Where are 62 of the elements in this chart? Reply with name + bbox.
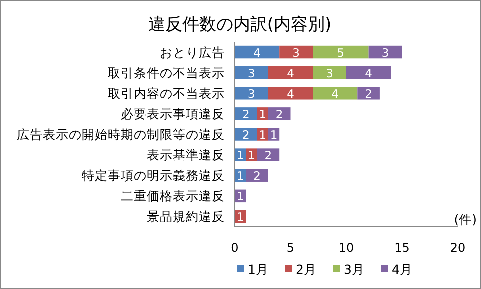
y-tick-label: 表示基準違反 — [147, 148, 225, 163]
data-label: 3 — [248, 66, 256, 80]
data-label: 3 — [382, 46, 390, 60]
chart-title: 違反件数の内訳(内容別) — [148, 15, 332, 35]
x-tick-label: 0 — [231, 241, 239, 255]
bar — [346, 66, 392, 80]
data-label: 1 — [259, 128, 267, 142]
x-tick-label: 20 — [450, 241, 466, 255]
y-tick-label: 必要表示事項違反 — [121, 106, 225, 122]
data-label: 2 — [242, 107, 250, 122]
bar — [235, 128, 258, 141]
data-label: 1 — [236, 210, 244, 224]
data-label: 4 — [287, 86, 294, 101]
data-label: 4 — [365, 66, 372, 80]
y-tick-label: 二重価格表示違反 — [121, 188, 225, 204]
legend-label: 4月 — [392, 262, 413, 277]
y-tick-label: 取引条件の不当表示 — [108, 65, 225, 80]
legend-label: 1月 — [248, 262, 269, 277]
bar — [313, 66, 346, 80]
data-label: 2 — [276, 107, 284, 122]
bar — [313, 87, 358, 100]
bar — [313, 46, 369, 59]
data-label: 1 — [259, 107, 267, 122]
bar — [235, 108, 258, 120]
legend-label: 3月 — [344, 262, 365, 277]
bar — [358, 87, 380, 100]
y-tick-label: 取引内容の不当表示 — [108, 86, 225, 101]
x-tick-label: 15 — [394, 241, 410, 255]
data-label: 3 — [326, 66, 334, 80]
data-label: 2 — [365, 86, 372, 101]
data-label: 1 — [270, 128, 278, 142]
y-tick-label: 景品規約違反 — [147, 209, 225, 224]
bar — [235, 46, 280, 59]
bar — [268, 108, 291, 120]
legend-label: 2月 — [296, 262, 317, 277]
bar — [246, 169, 268, 182]
bar — [257, 148, 280, 162]
bar — [368, 46, 402, 59]
data-label: 1 — [236, 148, 244, 163]
y-tick-label: 特定事項の明示義務違反 — [82, 168, 225, 184]
data-label: 4 — [287, 66, 294, 80]
data-label: 1 — [248, 148, 256, 163]
x-tick-label: 10 — [338, 241, 354, 255]
bar — [268, 66, 314, 80]
y-tick-label: おとり広告 — [160, 44, 225, 60]
bar — [280, 46, 314, 59]
bar — [268, 87, 314, 100]
data-label: 2 — [264, 148, 272, 163]
data-label: 3 — [292, 46, 300, 60]
data-label: 2 — [242, 128, 250, 142]
data-label: 4 — [332, 86, 340, 101]
data-label: 2 — [254, 169, 261, 184]
y-tick-label: 広告表示の開始時期の制限等の違反 — [17, 127, 225, 142]
data-label: 5 — [337, 46, 345, 60]
bar — [235, 66, 268, 80]
data-label: 3 — [248, 86, 256, 101]
x-axis-title: (件) — [454, 212, 477, 227]
data-label: 1 — [236, 169, 244, 184]
data-label: 4 — [254, 46, 261, 60]
x-tick-label: 5 — [286, 241, 295, 255]
data-label: 1 — [236, 190, 244, 204]
bar — [235, 87, 268, 100]
